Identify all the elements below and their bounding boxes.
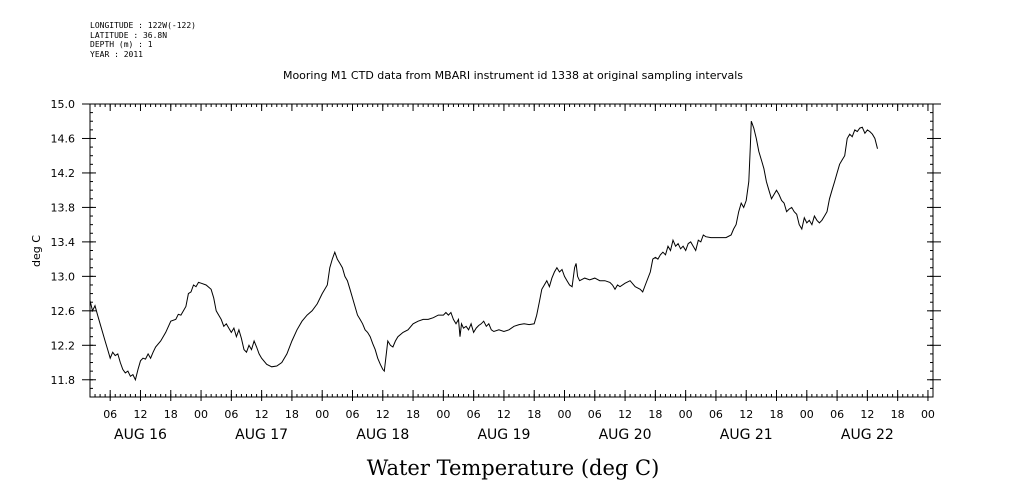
y-tick-label: 13.8 [51,201,76,214]
axis-tick-labels: 06 12 18 00 06 12 18 00 06 12 18 00 06 12 18 00 06 12 18 00… [51,98,935,443]
y-tick-label: 15.0 [51,98,76,111]
x-tick-label: 12 [739,408,753,421]
series-layer [89,121,878,382]
x-tick-label: 18 [648,408,662,421]
x-tick-label: 00 [436,408,450,421]
x-day-label: AUG 20 [599,427,652,443]
x-tick-label: 06 [709,408,723,421]
x-axis-label: Water Temperature (deg C) [367,456,660,480]
x-tick-label: 18 [891,408,905,421]
x-day-label: AUG 17 [235,427,288,443]
x-day-label: AUG 16 [114,427,167,443]
x-tick-label: 00 [558,408,572,421]
x-tick-label: 18 [527,408,541,421]
metadata-latitude: LATITUDE : 36.8N [90,30,168,40]
x-tick-label: 12 [497,408,511,421]
y-tick-label: 13.4 [51,236,76,249]
x-tick-label: 12 [133,408,147,421]
y-tick-label: 14.2 [51,167,76,180]
x-tick-label: 18 [285,408,299,421]
x-tick-label: 06 [588,408,602,421]
x-day-label: AUG 19 [477,427,530,443]
y-axis-label: deg C [30,235,43,267]
temperature-series-line [89,121,878,382]
chart-title: Mooring M1 CTD data from MBARI instrumen… [283,69,743,82]
x-day-label: AUG 22 [841,427,894,443]
y-tick-label: 12.2 [51,339,76,352]
metadata-depth: DEPTH (m) : 1 [90,40,153,49]
x-tick-label: 06 [830,408,844,421]
x-tick-label: 18 [164,408,178,421]
x-tick-label: 00 [800,408,814,421]
y-tick-label: 14.6 [51,132,76,145]
x-tick-label: 06 [103,408,117,421]
x-tick-label: 12 [618,408,632,421]
x-tick-label: 06 [224,408,238,421]
x-tick-label: 06 [345,408,359,421]
y-tick-label: 11.8 [51,374,76,387]
x-tick-label: 00 [315,408,329,421]
x-tick-label: 18 [406,408,420,421]
axis-ticks [82,103,941,401]
x-tick-label: 12 [376,408,390,421]
plot-frame [89,103,934,398]
x-tick-label: 06 [467,408,481,421]
x-tick-label: 00 [679,408,693,421]
y-tick-label: 12.6 [51,305,76,318]
x-tick-label: 18 [770,408,784,421]
y-tick-label: 13.0 [51,270,76,283]
metadata-longitude: LONGITUDE : 122W(-122) [90,21,196,30]
x-tick-label: 00 [194,408,208,421]
x-day-label: AUG 21 [720,427,773,443]
x-tick-label: 00 [921,408,935,421]
metadata-block: LONGITUDE : 122W(-122) LATITUDE : 36.8N … [90,21,196,59]
x-tick-label: 12 [255,408,269,421]
x-tick-label: 12 [860,408,874,421]
x-day-label: AUG 18 [356,427,409,443]
metadata-year: YEAR : 2011 [90,49,143,59]
